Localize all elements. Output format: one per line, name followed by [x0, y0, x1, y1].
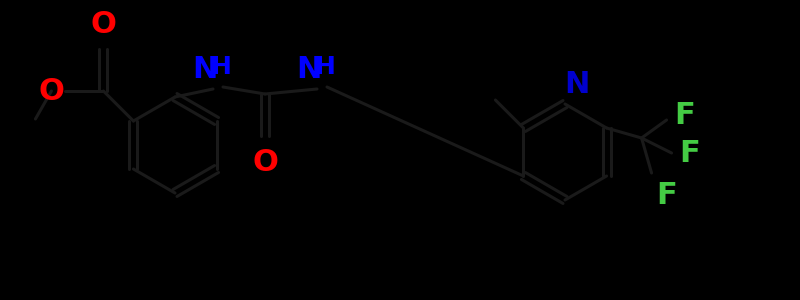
Text: N: N: [296, 55, 322, 84]
Text: F: F: [679, 139, 700, 167]
Text: F: F: [674, 101, 695, 130]
Text: N: N: [192, 55, 218, 84]
Text: F: F: [657, 181, 678, 210]
Text: H: H: [314, 55, 335, 79]
Text: O: O: [38, 76, 64, 106]
Text: O: O: [252, 148, 278, 177]
Text: N: N: [564, 70, 590, 99]
Text: H: H: [210, 55, 231, 79]
Text: O: O: [90, 10, 116, 39]
